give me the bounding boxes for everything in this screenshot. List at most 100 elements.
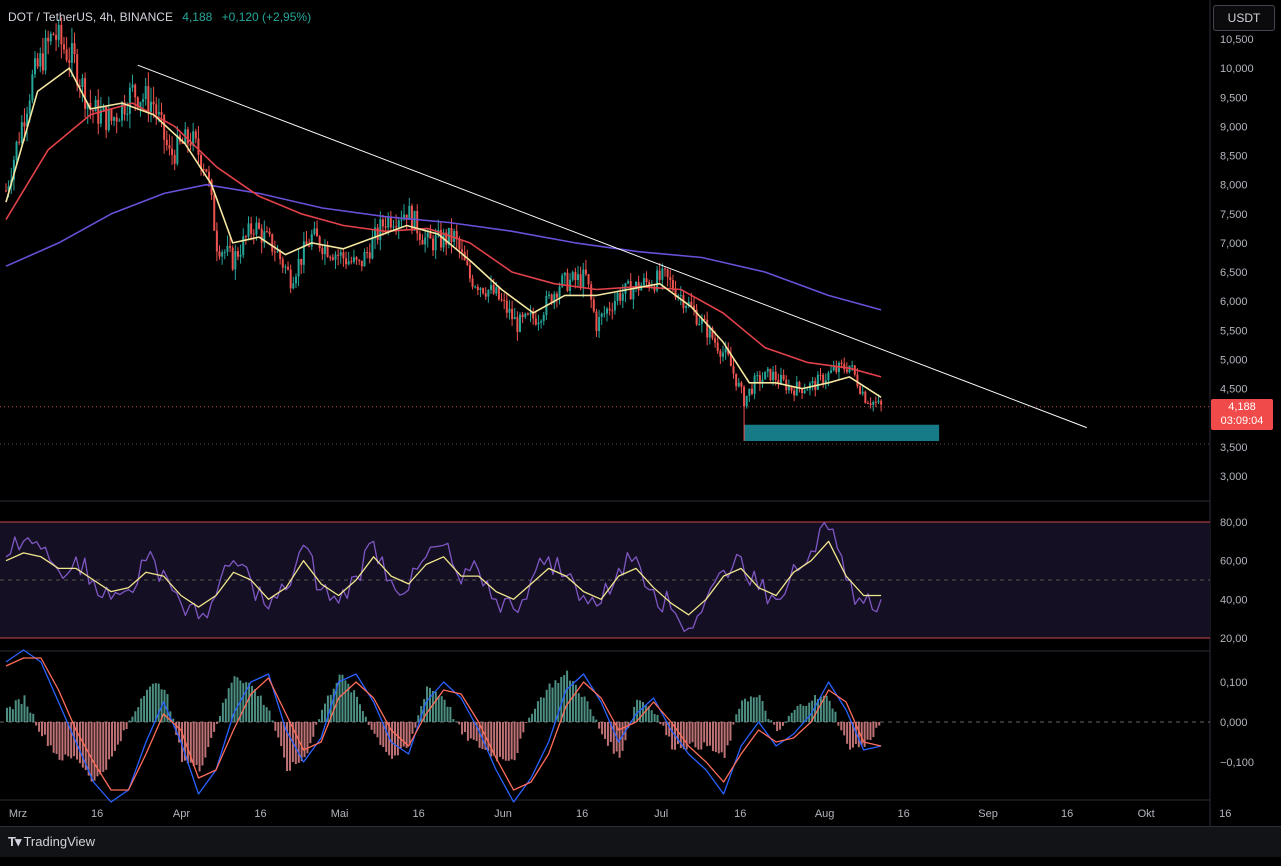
time-axis-label: Mrz [9,808,27,820]
candle-body [281,259,284,268]
candle-body [503,299,506,301]
macd-histogram-bar [364,716,367,722]
last-price-tag: 4,188 03:09:04 [1211,399,1273,430]
candle-body [716,342,719,352]
price-axis-label: 3,000 [1220,471,1248,483]
macd-histogram-bar [548,683,551,722]
candle-body [110,109,113,121]
macd-histogram-bar [428,687,431,722]
macd-axis-label: 0,000 [1220,717,1248,729]
candle-body [136,97,139,108]
rsi-ma-line [5,540,882,616]
candle-body [495,287,498,294]
macd-histogram-bar [691,722,694,743]
candle-body [698,323,701,325]
macd-histogram-bar [746,701,749,722]
macd-histogram-bar [350,692,353,722]
macd-histogram-bar [849,722,852,750]
macd-histogram-bar [218,715,221,722]
macd-histogram-bar [382,722,385,747]
candle-body [252,233,255,235]
macd-histogram-bar [641,701,644,722]
macd-histogram-bar [700,722,703,750]
time-axis-label: Apr [173,808,190,820]
currency-unit-button[interactable]: USDT [1213,5,1275,31]
macd-histogram-bar [834,711,837,722]
macd-histogram-bar [128,720,131,722]
candle-body [323,245,326,255]
macd-histogram-bar [507,722,510,761]
macd-histogram-bar [414,722,417,728]
candle-body [250,223,253,234]
macd-histogram-bar [294,722,297,765]
candle-body [561,275,564,287]
candle-body [44,37,47,71]
candle-body [632,288,635,300]
macd-histogram-bar [513,722,516,761]
candle-body [28,100,31,114]
candle-body [442,232,445,248]
macd-histogram-bar [227,688,230,722]
candle-body [732,366,735,374]
candle-body [160,112,163,116]
candle-body [94,99,97,112]
candle-body [60,24,63,45]
candle-body [745,395,748,407]
candle-body [376,227,379,240]
macd-histogram-bar [528,717,531,722]
macd-histogram-bar [417,715,420,722]
candle-body [157,112,160,115]
macd-axis-label: 0,100 [1220,677,1248,689]
macd-histogram-bar [595,719,598,722]
trendline[interactable] [137,64,1087,429]
price-chart[interactable]: 10,500 10,000 9,500 9,000 8,500 8,000 7,500 7,0… [0,0,1281,826]
macd-histogram-bar [781,722,784,726]
candle-body [144,86,147,100]
macd-histogram-bar [612,722,615,754]
candle-body [714,338,717,343]
ma-fast-line [5,67,882,398]
price-axis-label: 7,500 [1220,209,1248,221]
macd-histogram-bar [76,722,79,760]
macd-histogram-bar [207,722,210,748]
candle-body [260,228,263,243]
macd-histogram-bar [379,722,382,745]
candle-body [476,286,479,290]
macd-histogram-bar [545,689,548,722]
macd-histogram-bar [440,696,443,722]
candle-body [302,241,305,265]
macd-histogram-bar [463,722,466,733]
candle-body [466,260,469,265]
price-axis-label: 10,500 [1220,34,1254,46]
macd-histogram-bar [784,721,787,723]
macd-histogram-bar [531,713,534,722]
macd-histogram-bar [469,722,472,739]
candle-body [577,274,580,281]
macd-histogram-bar [280,722,283,747]
candle-body [519,314,522,332]
macd-histogram-bar [356,696,359,722]
candle-body [777,379,780,384]
macd-histogram-bar [396,722,399,756]
macd-histogram-bar [332,688,335,722]
candle-body [334,254,337,260]
macd-histogram-bar [175,722,178,735]
candle-body [864,391,867,403]
candle-body [439,229,442,248]
candle-body [866,402,869,404]
macd-histogram-bar [140,698,143,722]
candle-body [57,24,60,40]
macd-histogram-bar [181,722,184,762]
candle-body [23,122,26,127]
candle-body [874,401,877,403]
candle-body [621,293,624,301]
tradingview-logo[interactable]: T▾ TradingView [8,834,95,850]
candle-body [468,264,471,279]
candle-body [877,400,880,403]
candle-body [99,109,102,124]
candle-body [247,223,250,237]
candle-body [835,366,838,372]
macd-histogram-bar [831,708,834,722]
macd-histogram-bar [338,674,341,722]
symbol-title[interactable]: DOT / TetherUS, 4h, BINANCE [8,10,173,24]
